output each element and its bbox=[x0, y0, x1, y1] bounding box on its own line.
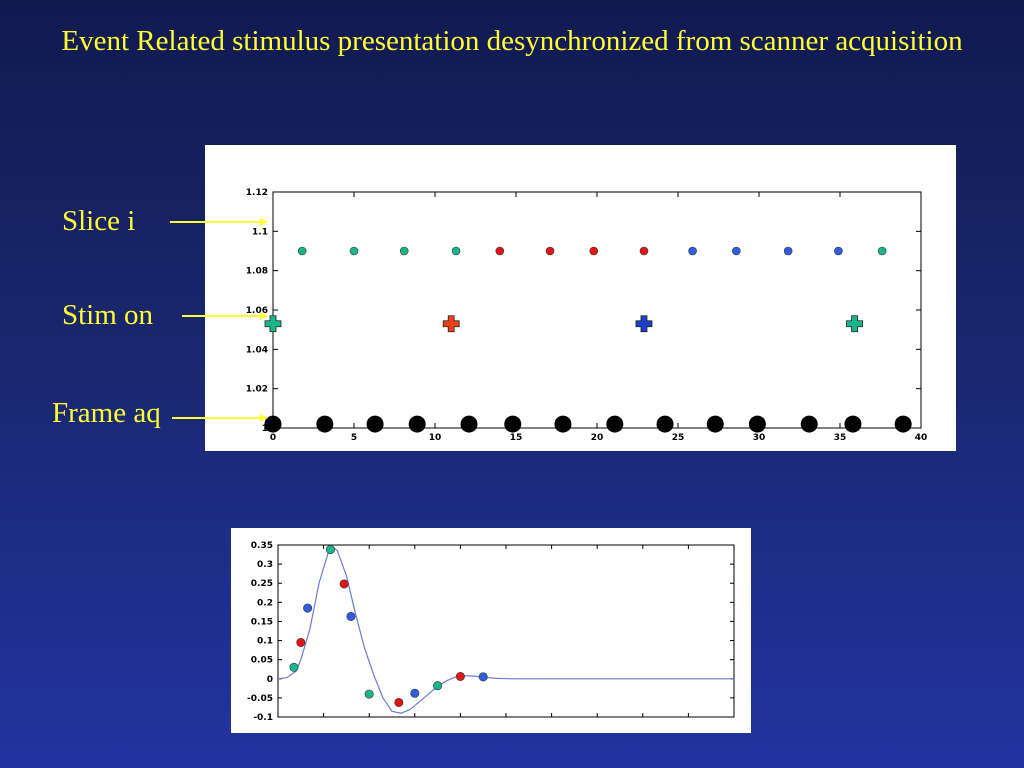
y-tick-label: 0.15 bbox=[251, 617, 273, 627]
stim-cross bbox=[442, 315, 460, 333]
y-tick-label: -0.1 bbox=[253, 713, 273, 723]
frame-point bbox=[408, 415, 426, 433]
label-frame-aq: Frame aq bbox=[52, 397, 161, 429]
y-tick-label: 1 bbox=[262, 424, 268, 434]
stim-marker bbox=[442, 315, 460, 333]
slice-point bbox=[688, 246, 697, 256]
stim-cross bbox=[264, 315, 282, 333]
frame-point bbox=[606, 415, 624, 433]
x-tick-label: 25 bbox=[672, 433, 685, 443]
slice-point bbox=[834, 246, 843, 256]
slice-point bbox=[639, 246, 649, 256]
sample-point bbox=[364, 689, 374, 699]
slice-point bbox=[545, 246, 555, 256]
x-tick-label: 35 bbox=[834, 433, 847, 443]
stim-marker bbox=[635, 315, 653, 333]
sample-point bbox=[325, 545, 335, 555]
frame-point bbox=[316, 415, 334, 433]
y-tick-label: 1.02 bbox=[246, 385, 268, 395]
arrow-head bbox=[260, 312, 268, 320]
y-tick-label: 0 bbox=[267, 675, 273, 685]
slide-title: Event Related stimulus presentation desy… bbox=[61, 25, 963, 57]
sample-point bbox=[339, 579, 349, 589]
y-tick-label: 0.25 bbox=[251, 579, 273, 589]
sample-point bbox=[478, 672, 488, 682]
arrow-head bbox=[260, 414, 268, 422]
x-tick-label: 20 bbox=[591, 433, 604, 443]
sample-point bbox=[394, 697, 404, 707]
timeline-chart-panel: 0 5 10 15 20 25 30 35 40 1 1.02 1.04 1.06 1.08 1.1 1.12 bbox=[205, 145, 956, 451]
frame-arrow bbox=[172, 414, 268, 422]
stim-arrow bbox=[182, 312, 268, 320]
sample-point bbox=[346, 611, 356, 621]
slice-point bbox=[877, 246, 887, 256]
frame-point bbox=[460, 415, 478, 433]
x-tick-label: 40 bbox=[915, 433, 928, 443]
stim-marker bbox=[846, 315, 863, 333]
y-tick-label: 0.1 bbox=[257, 637, 273, 647]
x-tick-label: 15 bbox=[510, 433, 523, 443]
stim-cross bbox=[846, 315, 863, 333]
slice-arrow bbox=[170, 218, 268, 226]
frame-point bbox=[800, 415, 818, 433]
sample-point bbox=[303, 603, 313, 613]
frame-point bbox=[844, 415, 862, 433]
y-tick-label: 1.08 bbox=[246, 267, 268, 277]
sample-point bbox=[410, 688, 420, 698]
slice-point bbox=[732, 246, 741, 256]
timeline-chart: 0 5 10 15 20 25 30 35 40 1 1.02 1.04 1.06 1.08 1.1 1.12 bbox=[246, 188, 928, 443]
frame-point bbox=[366, 415, 384, 433]
frame-point bbox=[554, 415, 572, 433]
frame-point bbox=[894, 415, 912, 433]
slice-point bbox=[297, 246, 307, 256]
frame-point bbox=[264, 415, 282, 433]
slice-point bbox=[495, 246, 505, 256]
slice-point bbox=[349, 246, 359, 256]
y-tick-label: 1.06 bbox=[246, 306, 268, 316]
frame-point bbox=[706, 415, 724, 433]
response-chart-panel: -0.1 -0.05 0 0.05 0.1 0.15 0.2 0.25 0.3 0.35 bbox=[231, 528, 751, 733]
x-tick-label: 30 bbox=[753, 433, 766, 443]
sample-point bbox=[433, 681, 443, 691]
arrow-head bbox=[260, 218, 268, 226]
slice-point bbox=[451, 246, 461, 256]
y-tick-label: 1.1 bbox=[252, 227, 268, 237]
sample-point bbox=[455, 671, 465, 681]
y-tick-label: 0.2 bbox=[257, 598, 273, 608]
frame-point bbox=[504, 415, 522, 433]
label-slice-i: Slice i bbox=[62, 205, 136, 237]
response-curve bbox=[277, 546, 734, 714]
slice-point bbox=[783, 246, 793, 256]
y-tick-label: 0.3 bbox=[257, 560, 273, 570]
stim-cross bbox=[635, 315, 653, 333]
y-tick-label: 0.35 bbox=[251, 541, 273, 551]
response-chart: -0.1 -0.05 0 0.05 0.1 0.15 0.2 0.25 0.3 0.35 bbox=[247, 541, 735, 723]
y-tick-label: -0.05 bbox=[247, 694, 273, 704]
slice-point bbox=[589, 246, 599, 256]
x-tick-label: 0 bbox=[270, 433, 276, 443]
label-stim-on: Stim on bbox=[62, 299, 154, 331]
sample-point bbox=[296, 637, 306, 647]
x-tick-label: 5 bbox=[351, 433, 357, 443]
y-tick-label: 0.05 bbox=[251, 656, 273, 666]
sample-point bbox=[289, 662, 299, 672]
frame-point bbox=[748, 415, 766, 433]
y-tick-label: 1.12 bbox=[246, 188, 268, 198]
y-tick-label: 1.04 bbox=[246, 345, 268, 355]
slice-point bbox=[399, 246, 409, 256]
stim-marker bbox=[264, 315, 282, 333]
x-tick-label: 10 bbox=[429, 433, 442, 443]
frame-point bbox=[656, 415, 674, 433]
